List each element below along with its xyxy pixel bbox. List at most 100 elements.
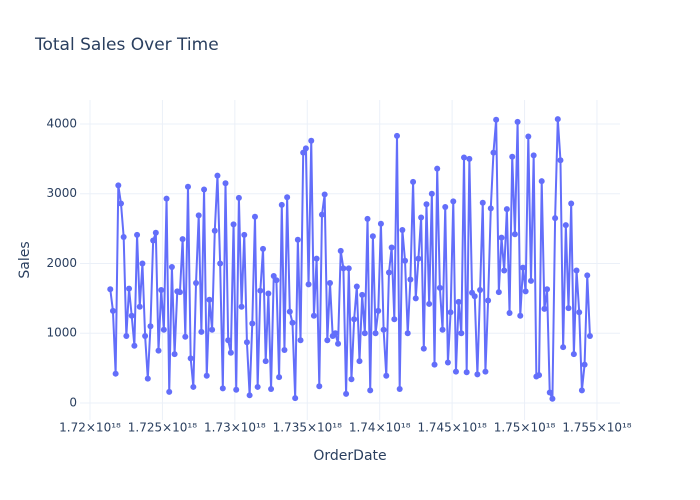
point (560, 344, 567, 351)
point (241, 231, 248, 238)
point (527, 277, 534, 284)
point (536, 372, 543, 379)
point (340, 265, 347, 272)
point (361, 330, 368, 337)
point (407, 276, 414, 283)
point (367, 387, 374, 394)
point (193, 280, 200, 287)
point (388, 244, 395, 251)
point (369, 233, 376, 240)
point (158, 286, 165, 293)
y-tick-label: 4000 (46, 116, 77, 130)
y-tick-label: 3000 (46, 186, 77, 200)
point (452, 368, 459, 375)
point (581, 361, 588, 368)
point (538, 178, 545, 185)
point (428, 190, 435, 197)
point (586, 333, 593, 340)
point (217, 260, 224, 267)
point (278, 201, 285, 208)
point (447, 309, 454, 316)
line (109, 118, 591, 400)
point (324, 337, 331, 344)
point (147, 323, 154, 330)
point (503, 206, 510, 213)
point (117, 200, 124, 207)
point (198, 328, 205, 335)
point (222, 180, 229, 187)
x-tick-label: 1.735×10¹⁸ (273, 421, 342, 435)
point (206, 296, 213, 303)
point (335, 340, 342, 347)
y-tick-label: 1000 (46, 326, 77, 340)
point (578, 387, 585, 394)
point (238, 303, 245, 310)
point (485, 297, 492, 304)
point (305, 281, 312, 288)
point (426, 300, 433, 307)
point (190, 383, 197, 390)
point (163, 195, 170, 202)
point (514, 118, 521, 125)
point (131, 342, 138, 349)
x-tick-label: 1.72×10¹⁸ (59, 421, 121, 435)
point (436, 284, 443, 291)
point (353, 283, 360, 290)
point (573, 267, 580, 274)
point (460, 154, 467, 161)
x-tick-label: 1.745×10¹⁸ (417, 421, 486, 435)
point (281, 346, 288, 353)
point (522, 288, 529, 295)
point (168, 263, 175, 270)
point (479, 199, 486, 206)
point (313, 255, 320, 262)
y-axis-title: Sales (17, 241, 33, 278)
point (109, 307, 116, 314)
point (544, 286, 551, 293)
point (495, 289, 502, 296)
point (136, 303, 143, 310)
point (182, 333, 189, 340)
point (418, 214, 425, 221)
point (506, 310, 513, 317)
point (487, 205, 494, 212)
point (155, 347, 162, 354)
point (187, 355, 194, 362)
point (337, 247, 344, 254)
point (203, 372, 210, 379)
point (179, 236, 186, 243)
point (471, 293, 478, 300)
point (377, 220, 384, 227)
point (554, 116, 561, 123)
point (211, 227, 218, 234)
point (316, 383, 323, 390)
point (243, 339, 250, 346)
point (310, 312, 317, 319)
point (262, 358, 269, 365)
point (225, 337, 232, 344)
point (565, 305, 572, 312)
point (552, 215, 559, 222)
point (160, 326, 167, 333)
point (235, 194, 242, 201)
point (294, 236, 301, 243)
point (246, 392, 253, 399)
point (391, 316, 398, 323)
point (351, 316, 358, 323)
point (171, 351, 178, 358)
point (442, 203, 449, 210)
point (444, 359, 451, 366)
point (458, 330, 465, 337)
point (380, 326, 387, 333)
point (227, 349, 234, 356)
point (511, 231, 518, 238)
point (201, 186, 208, 193)
point (385, 269, 392, 276)
point (546, 389, 553, 396)
point (144, 375, 151, 382)
x-tick-label: 1.74×10¹⁸ (349, 421, 411, 435)
point (184, 183, 191, 190)
point (431, 361, 438, 368)
point (455, 298, 462, 305)
point (265, 290, 272, 297)
